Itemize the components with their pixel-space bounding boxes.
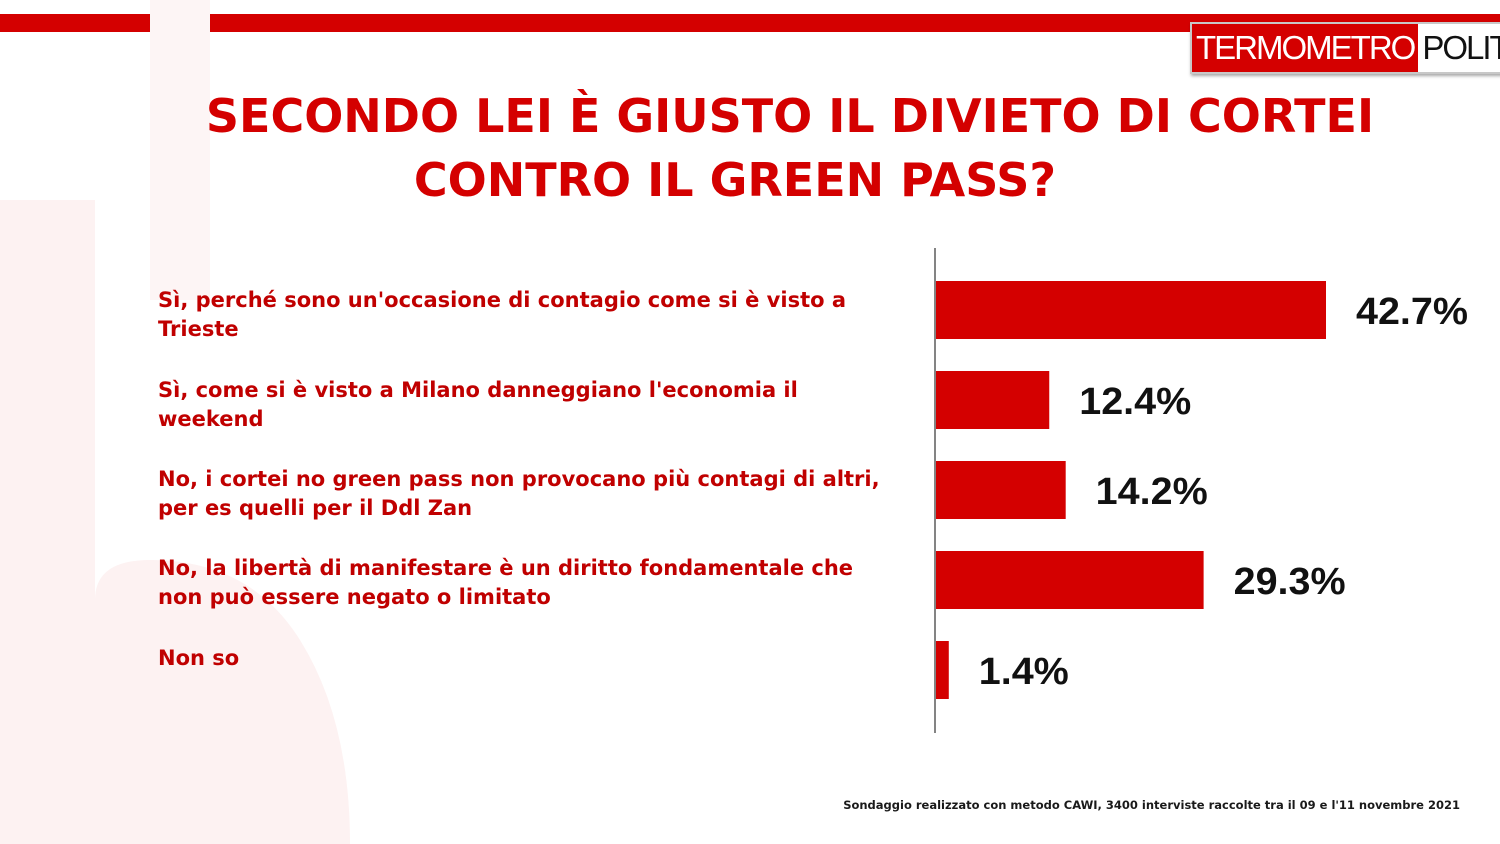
bar-4 bbox=[936, 551, 1204, 609]
data-label-1: 42.7% bbox=[1356, 291, 1468, 333]
bar-3 bbox=[936, 461, 1066, 519]
category-label-1: Sì, perché sono un'occasione di contagio… bbox=[158, 288, 847, 341]
bar-2 bbox=[936, 371, 1050, 429]
top-red-band bbox=[0, 14, 1500, 32]
data-label-4: 29.3% bbox=[1234, 561, 1346, 603]
category-label-2: Sì, come si è visto a Milano danneggiano… bbox=[158, 378, 798, 431]
chart-title-line-2: CONTRO IL GREEN PASS? bbox=[413, 153, 1057, 207]
termometro-politico-logo: TERMOMETRO POLITICO bbox=[1190, 22, 1500, 74]
data-label-3: 14.2% bbox=[1096, 471, 1208, 513]
logo-text-termometro: TERMOMETRO bbox=[1192, 24, 1419, 72]
bar-1 bbox=[936, 281, 1326, 339]
category-label-5: Non so bbox=[158, 646, 240, 670]
category-label-4: No, la libertà di manifestare è un dirit… bbox=[158, 556, 854, 609]
chart-title-line-1: SECONDO LEI È GIUSTO IL DIVIETO DI CORTE… bbox=[205, 89, 1375, 143]
chart-title: SECONDO LEI È GIUSTO IL DIVIETO DI CORTE… bbox=[120, 84, 1460, 212]
data-label-2: 12.4% bbox=[1079, 381, 1191, 423]
category-label-3: No, i cortei no green pass non provocano… bbox=[158, 467, 880, 520]
bar-5 bbox=[936, 641, 949, 699]
background-watermark bbox=[0, 0, 350, 844]
logo-text-politico: POLITICO bbox=[1418, 24, 1500, 72]
survey-footnote: Sondaggio realizzato con metodo CAWI, 34… bbox=[843, 798, 1460, 812]
data-label-5: 1.4% bbox=[979, 651, 1069, 693]
